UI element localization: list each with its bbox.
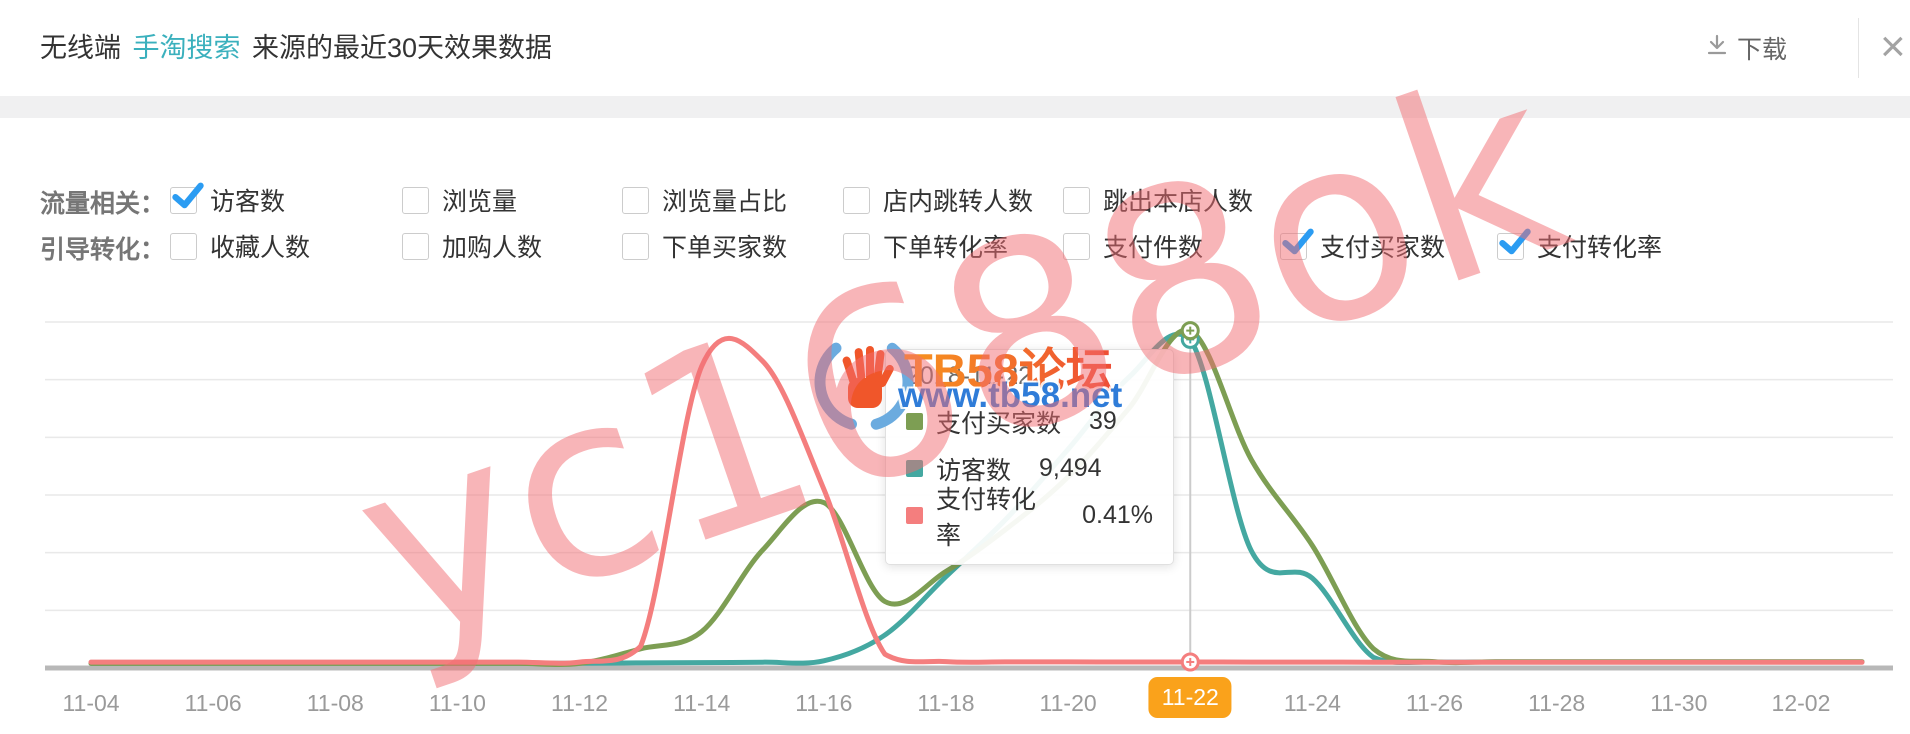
checkbox-unchecked-icon: [622, 186, 649, 214]
x-tick-label: 11-20: [1039, 690, 1097, 716]
checkbox-下单转化率[interactable]: 下单转化率: [843, 228, 1008, 264]
checkbox-label: 加购人数: [442, 234, 543, 262]
checkbox-unchecked-icon: [843, 232, 870, 260]
checkbox-label: 支付件数: [1103, 234, 1204, 262]
checkbox-label: 浏览量: [442, 188, 518, 216]
tooltip-series-value: 0.41%: [1082, 501, 1153, 529]
chart-tooltip: 2018-11-22 支付买家数 39 访客数 9,494 支付转化率 0.41%: [885, 349, 1174, 565]
x-tick-label: 11-30: [1650, 690, 1708, 716]
x-tick-label: 11-06: [184, 690, 242, 716]
download-icon: [1705, 33, 1729, 64]
legend-swatch-icon: [906, 413, 923, 430]
x-tick-label: 11-16: [795, 690, 853, 716]
x-tick-label: 11-04: [62, 690, 120, 716]
checkbox-unchecked-icon: [843, 186, 870, 214]
x-tick-label: 11-28: [1528, 690, 1586, 716]
tooltip-series-value: 39: [1089, 407, 1117, 435]
checkbox-label: 下单买家数: [662, 234, 788, 262]
checkbox-支付转化率[interactable]: 支付转化率: [1497, 228, 1662, 264]
title-prefix: 无线端: [40, 33, 129, 63]
checkbox-label: 访客数: [210, 188, 286, 216]
tooltip-series-label: 访客数: [936, 456, 1012, 485]
checkbox-下单买家数[interactable]: 下单买家数: [622, 228, 787, 264]
x-tick-label-selected: 11-22: [1148, 677, 1232, 718]
tooltip-date: 2018-11-22: [906, 362, 1033, 390]
legend-swatch-icon: [906, 507, 923, 524]
checkbox-label: 下单转化率: [883, 234, 1009, 262]
checkbox-label: 收藏人数: [210, 234, 311, 262]
x-tick-label: 11-10: [428, 690, 486, 716]
checkbox-加购人数[interactable]: 加购人数: [402, 228, 542, 264]
series-line-支付转化率: [88, 335, 1865, 666]
filter-group-label: 流量相关：: [40, 190, 166, 218]
legend-swatch-icon: [906, 460, 923, 477]
checkbox-label: 支付买家数: [1320, 234, 1446, 262]
checkbox-label: 跳出本店人数: [1103, 188, 1254, 216]
close-icon[interactable]: ×: [1880, 22, 1906, 71]
download-label: 下载: [1737, 36, 1788, 64]
checkbox-unchecked-icon: [1063, 186, 1090, 214]
header-separator-band: [0, 96, 1910, 118]
modal-header: 无线端 手淘搜索 来源的最近30天效果数据 下载 ×: [0, 0, 1910, 96]
filter-group-label: 引导转化：: [40, 236, 166, 264]
title-source-highlight: 手淘搜索: [132, 33, 241, 63]
checkbox-浏览量占比[interactable]: 浏览量占比: [622, 182, 787, 218]
header-divider: [1858, 18, 1859, 78]
checkbox-支付买家数[interactable]: 支付买家数: [1280, 228, 1445, 264]
filter-row-traffic: 流量相关： 访客数 浏览量 浏览量占比 店内跳转人数 跳出本店人数: [0, 182, 1910, 218]
tooltip-row: 支付转化率 0.41%: [906, 486, 1153, 550]
x-tick-label: 11-18: [917, 690, 975, 716]
checkbox-访客数[interactable]: 访客数: [170, 182, 285, 218]
x-tick-label: 11-08: [306, 690, 364, 716]
x-tick-label: 11-12: [550, 690, 609, 716]
page-title: 无线端 手淘搜索 来源的最近30天效果数据: [40, 0, 552, 96]
title-suffix: 来源的最近30天效果数据: [244, 33, 553, 63]
tooltip-series-label: 支付买家数: [936, 409, 1062, 438]
checkbox-支付件数[interactable]: 支付件数: [1063, 228, 1203, 264]
checkbox-unchecked-icon: [1063, 232, 1090, 260]
checkbox-label: 支付转化率: [1537, 234, 1663, 262]
checkbox-checked-icon: [1497, 228, 1531, 260]
x-tick-label: 12-02: [1771, 690, 1831, 716]
checkbox-checked-icon: [170, 182, 204, 214]
checkbox-店内跳转人数[interactable]: 店内跳转人数: [843, 182, 1033, 218]
checkbox-unchecked-icon: [402, 232, 429, 260]
tooltip-row: 支付买家数 39: [906, 405, 1153, 438]
tooltip-series-label: 支付转化率: [936, 485, 1037, 550]
checkbox-跳出本店人数[interactable]: 跳出本店人数: [1063, 182, 1253, 218]
tooltip-row: 访客数 9,494: [906, 452, 1153, 485]
checkbox-收藏人数[interactable]: 收藏人数: [170, 228, 310, 264]
checkbox-unchecked-icon: [170, 232, 197, 260]
download-button[interactable]: 下载: [1705, 0, 1787, 96]
x-tick-label: 11-14: [673, 690, 731, 716]
checkbox-label: 店内跳转人数: [883, 188, 1034, 216]
checkbox-checked-icon: [1280, 228, 1314, 260]
checkbox-label: 浏览量占比: [662, 188, 788, 216]
checkbox-浏览量[interactable]: 浏览量: [402, 182, 517, 218]
tooltip-series-value: 9,494: [1039, 454, 1102, 482]
checkbox-unchecked-icon: [402, 186, 429, 214]
x-tick-label: 11-26: [1405, 690, 1464, 716]
checkbox-unchecked-icon: [622, 232, 649, 260]
x-tick-label: 11-24: [1283, 690, 1341, 716]
filter-row-conversion: 引导转化： 收藏人数 加购人数 下单买家数 下单转化率 支付件数 支付买家数 支付转化率: [0, 228, 1910, 264]
